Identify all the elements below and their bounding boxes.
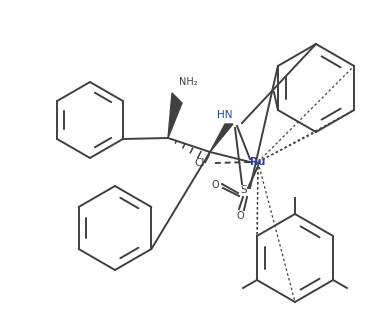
Polygon shape [210,124,233,152]
Text: O: O [211,180,219,190]
Polygon shape [168,93,182,138]
Text: O: O [236,211,244,221]
Text: Cl: Cl [195,158,205,168]
Text: S: S [241,185,247,195]
Text: NH₂: NH₂ [179,77,197,87]
Text: Ru: Ru [250,157,266,167]
Text: HN: HN [217,110,233,120]
